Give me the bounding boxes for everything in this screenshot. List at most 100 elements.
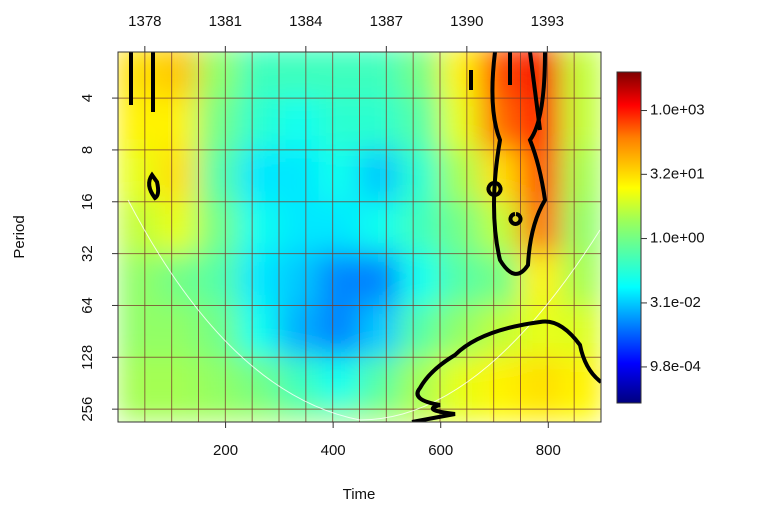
colorbar-tick-label: 1.0e+00	[650, 230, 705, 247]
heat-cell	[118, 408, 160, 422]
heat-cell	[278, 356, 321, 411]
heat-cell	[439, 200, 483, 255]
colorbar-tick-label: 3.2e+01	[650, 165, 705, 182]
heat-cell	[439, 252, 483, 307]
y-tick-label: 8	[79, 146, 96, 154]
heat-cell	[399, 356, 442, 411]
heat-cell	[399, 148, 442, 203]
x2-tick-label: 1381	[209, 13, 242, 30]
heat-cell	[520, 408, 563, 422]
heat-cell	[157, 52, 200, 100]
heat-cell	[318, 356, 362, 411]
heat-cell	[118, 304, 160, 359]
heat-cell	[560, 97, 601, 151]
y-tick-label: 32	[79, 245, 96, 262]
heat-cell	[399, 252, 442, 307]
heat-cell	[480, 200, 523, 255]
heat-cell	[480, 356, 523, 411]
overlay	[127, 52, 601, 422]
heat-cell	[359, 252, 402, 307]
heat-cell	[238, 408, 281, 422]
heat-cell	[278, 200, 321, 255]
significance-contours	[129, 52, 601, 422]
x2-tick-label: 1387	[370, 13, 403, 30]
y-axis-label: Period	[11, 215, 28, 258]
heat-cell	[560, 148, 601, 203]
heat-cell	[118, 356, 160, 411]
heat-cell	[480, 408, 523, 422]
heat-cell	[278, 52, 321, 100]
heat-cell	[318, 200, 362, 255]
heat-cell	[157, 97, 200, 151]
heat-cell	[359, 356, 402, 411]
heat-cell	[197, 304, 241, 359]
heat-cell	[118, 200, 160, 255]
heat-cell	[238, 252, 281, 307]
heat-cell	[318, 252, 362, 307]
heat-cell	[278, 252, 321, 307]
colorbar	[616, 71, 642, 404]
heat-cell	[157, 408, 200, 422]
heat-cell	[359, 97, 402, 151]
heat-cell	[118, 252, 160, 307]
heat-cell	[157, 356, 200, 411]
heat-cell	[480, 148, 523, 203]
heat-cell	[560, 252, 601, 307]
heat-cell	[238, 148, 281, 203]
heat-cell	[560, 200, 601, 255]
axes: 200 400 600 800 1378 1381 1384 1387 1390 1393 4 8 16…	[79, 13, 705, 459]
heat-cell	[399, 304, 442, 359]
heat-cell	[238, 52, 281, 100]
x-axis-label: Time	[343, 486, 376, 503]
x2-tick-label: 1378	[128, 13, 161, 30]
heat-cell	[278, 408, 321, 422]
heat-cell	[318, 304, 362, 359]
heat-cell	[278, 148, 321, 203]
heat-cell	[197, 408, 241, 422]
heat-cell	[560, 52, 601, 100]
x-tick-label: 600	[428, 442, 453, 459]
heat-cell	[520, 304, 563, 359]
heat-cell	[197, 356, 241, 411]
heat-cell	[238, 200, 281, 255]
x-tick-label: 400	[321, 442, 346, 459]
heat-cell	[439, 148, 483, 203]
heat-cell	[359, 408, 402, 422]
heatmap	[118, 52, 601, 422]
y-tick-label: 256	[79, 397, 96, 422]
colorbar-tick-label: 9.8e-04	[650, 358, 701, 375]
y-tick-label: 128	[79, 345, 96, 370]
x2-tick-label: 1393	[531, 13, 564, 30]
heat-cell	[439, 97, 483, 151]
heat-cell	[359, 200, 402, 255]
heat-cell	[197, 148, 241, 203]
heat-cell	[157, 304, 200, 359]
heat-cell	[399, 52, 442, 100]
heat-cell	[359, 304, 402, 359]
x2-tick-label: 1390	[450, 13, 483, 30]
heat-cell	[480, 52, 523, 100]
heat-cell	[157, 200, 200, 255]
heat-cell	[359, 52, 402, 100]
heat-cell	[197, 252, 241, 307]
heat-cell	[439, 356, 483, 411]
x-tick-label: 800	[536, 442, 561, 459]
heat-cell	[560, 408, 601, 422]
y-tick-label: 64	[79, 297, 96, 314]
y-tick-label: 16	[79, 193, 96, 210]
heat-cell	[359, 148, 402, 203]
grid	[118, 52, 601, 422]
heat-cell	[197, 97, 241, 151]
heat-cell	[157, 252, 200, 307]
heat-cell	[318, 52, 362, 100]
cone-of-influence	[127, 199, 601, 421]
heat-cell	[157, 148, 200, 203]
heat-cell	[520, 356, 563, 411]
plot-frame	[117, 51, 602, 423]
heat-cells	[118, 52, 601, 422]
colorbar-tick-label: 1.0e+03	[650, 102, 705, 119]
heat-cell	[238, 304, 281, 359]
heat-cell	[238, 97, 281, 151]
heat-cell	[238, 356, 281, 411]
